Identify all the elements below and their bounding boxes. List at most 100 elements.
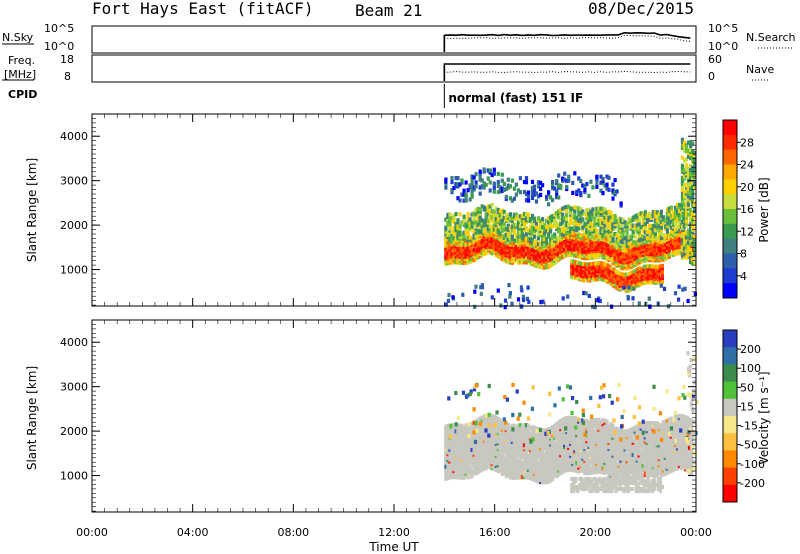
power-cell bbox=[595, 232, 599, 238]
velocity-cell bbox=[460, 443, 464, 448]
power-cell bbox=[557, 209, 561, 214]
power-cell bbox=[514, 216, 518, 221]
power-cell bbox=[559, 234, 563, 239]
freq-label-1: Freq. bbox=[8, 54, 35, 67]
power-cell bbox=[659, 209, 663, 214]
power-cell bbox=[476, 228, 480, 233]
power-cell bbox=[599, 180, 603, 185]
power-cell bbox=[526, 285, 530, 290]
power-cell bbox=[543, 243, 547, 248]
power-cell bbox=[484, 250, 488, 256]
power-cell bbox=[595, 180, 599, 185]
power-cell bbox=[638, 266, 642, 271]
power-colorbar-swatch-11 bbox=[723, 283, 737, 299]
power-cell bbox=[553, 232, 557, 237]
power-colorbar-swatch-10 bbox=[723, 268, 737, 284]
power-cell bbox=[631, 229, 635, 234]
power-cell bbox=[615, 233, 619, 238]
power-cell bbox=[588, 274, 592, 279]
power-cell bbox=[682, 246, 687, 251]
power-cell bbox=[618, 271, 622, 276]
power-cell bbox=[506, 177, 510, 182]
power-cell bbox=[508, 236, 512, 241]
power-cell bbox=[496, 207, 500, 213]
power-cell bbox=[603, 255, 607, 260]
power-cell bbox=[536, 258, 541, 263]
power-cell bbox=[686, 298, 690, 304]
velocity-cell bbox=[480, 423, 484, 428]
power-cell bbox=[514, 182, 518, 187]
velocity-cell bbox=[488, 459, 492, 464]
power-cell bbox=[651, 210, 655, 215]
velocity-cell bbox=[518, 423, 522, 428]
power-cell bbox=[500, 186, 504, 191]
power-cell bbox=[557, 235, 561, 240]
power-cell bbox=[693, 292, 697, 297]
power-cell bbox=[444, 243, 448, 248]
power-cell bbox=[452, 235, 456, 241]
power-cell bbox=[486, 224, 490, 229]
power-cell bbox=[468, 221, 472, 226]
power-cell bbox=[458, 250, 462, 255]
velocity-cell bbox=[470, 433, 474, 438]
velocity-cell bbox=[460, 437, 464, 442]
power-cell bbox=[611, 196, 615, 201]
power-cell bbox=[545, 243, 549, 248]
power-cell bbox=[478, 231, 482, 236]
power-cell bbox=[575, 215, 579, 220]
velocity-cell bbox=[480, 457, 484, 462]
power-cell bbox=[492, 229, 496, 235]
power-cell bbox=[555, 195, 559, 200]
power-cell bbox=[462, 238, 466, 243]
power-cell bbox=[616, 270, 620, 275]
power-cell bbox=[492, 223, 496, 228]
power-cell bbox=[510, 234, 514, 239]
power-cell bbox=[680, 239, 685, 244]
power-cell bbox=[528, 237, 533, 242]
power-cell bbox=[599, 218, 603, 223]
power-cell bbox=[571, 220, 575, 225]
power-cell bbox=[579, 217, 583, 222]
velocity-cell bbox=[452, 475, 456, 480]
power-cell bbox=[675, 249, 680, 254]
power-cell bbox=[615, 239, 619, 244]
power-cell bbox=[472, 215, 476, 220]
power-cell bbox=[518, 224, 522, 229]
power-cell bbox=[625, 266, 629, 271]
power-cell bbox=[623, 246, 627, 251]
power-cell bbox=[482, 247, 486, 252]
power-cell bbox=[480, 178, 484, 183]
power-cell bbox=[691, 189, 695, 194]
power-cell bbox=[563, 223, 567, 228]
power-cell bbox=[545, 265, 549, 270]
power-cell bbox=[658, 276, 662, 281]
power-cell bbox=[605, 186, 609, 191]
power-cell bbox=[682, 224, 687, 229]
power-cell bbox=[616, 276, 620, 281]
power-cell bbox=[587, 234, 591, 239]
velocity-cell bbox=[470, 421, 474, 426]
power-cell bbox=[476, 214, 480, 219]
power-cell bbox=[514, 212, 518, 217]
velocity-cell bbox=[512, 467, 516, 472]
velocity-cell bbox=[484, 441, 488, 446]
velocity-cell bbox=[528, 432, 533, 437]
velocity-cell bbox=[478, 416, 482, 421]
power-cell bbox=[474, 184, 478, 189]
power-cell bbox=[677, 212, 682, 217]
velocity-cell bbox=[524, 453, 529, 458]
velocity-cell bbox=[549, 426, 553, 431]
velocity-cell bbox=[484, 419, 488, 424]
power-cell bbox=[608, 264, 612, 269]
power-cell bbox=[543, 237, 547, 242]
power-cell bbox=[669, 205, 673, 210]
power-cell bbox=[484, 182, 488, 187]
power-cell bbox=[547, 190, 551, 195]
nave-tick-bottom: 0 bbox=[708, 70, 715, 83]
power-cell bbox=[532, 240, 537, 245]
power-cell bbox=[584, 262, 588, 267]
power-cell bbox=[447, 292, 451, 298]
velocity-cell bbox=[522, 473, 527, 478]
velocity-cell bbox=[541, 450, 545, 455]
